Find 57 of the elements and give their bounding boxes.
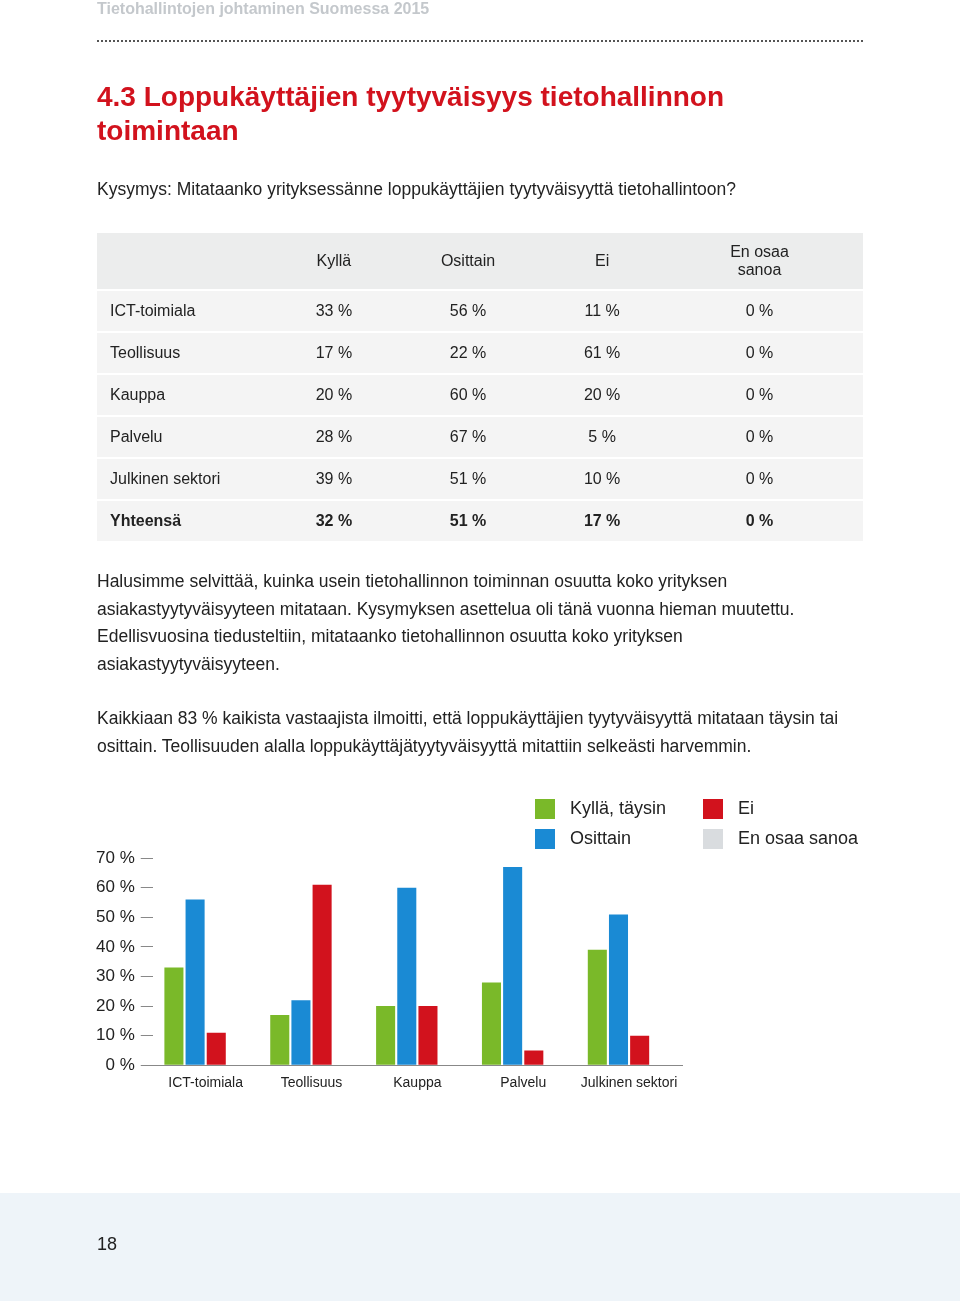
category-label: ICT-toimiala: [110, 302, 196, 319]
text: Tietohallintojen johtaminen Suomessa 2015: [97, 0, 430, 18]
x-tick-label: Kauppa: [393, 1074, 442, 1091]
text: 33 %: [280, 290, 388, 332]
category-label: Teollisuus: [110, 344, 181, 361]
legend-label: En osaa sanoa: [738, 828, 859, 849]
y-tick-label: 70 %: [96, 847, 135, 867]
text: 51 %: [387, 458, 549, 500]
text: 17 %: [280, 332, 388, 374]
text: En osaa sanoa: [729, 243, 790, 279]
y-tick-label: 20 %: [96, 995, 135, 1015]
text: 20 %: [548, 374, 657, 416]
text: 10 %: [548, 458, 657, 500]
chart-subtitle: Kysymys: Mitataanko yrityksessänne loppukäyttäjien tyytyväisyyttä tietohallintoon?: [97, 179, 737, 200]
y-tick-label: 30 %: [96, 966, 135, 986]
x-tick-label: Teollisuus: [280, 1074, 343, 1091]
legend-label: Ei: [738, 798, 755, 819]
text: Halusimme selvittää, kuinka usein tietohallinnon toiminnan osuutta koko yrityksen asiakastyytyväisyyteen mitataan. Kysymyksen asettelua oli tänä vuonna hieman muutettu. Edellisvuosina tiedusteltiin, mitataanko tietohallinnon osuutta koko yrityksen asiakastyytyväisyyteen.: [97, 570, 796, 676]
text: 0 %: [656, 290, 863, 332]
legend-label: Osittain: [570, 828, 632, 849]
text: Ei: [594, 252, 610, 270]
text: 28 %: [280, 416, 388, 458]
x-tick-label: Palvelu: [500, 1074, 547, 1091]
text: 17 %: [548, 500, 657, 542]
text: 0 %: [656, 500, 863, 542]
text: 5 %: [548, 416, 657, 458]
text: 67 %: [387, 416, 549, 458]
text: Kaikkiaan 83 % kaikista vastaajista ilmoitti, että loppukäyttäjien tyytyväisyyttä mitataan täysin tai osittain. Teollisuuden alalla loppukäyttäjätyytyväisyyttä mitattiin selkeästi harvemmin.: [97, 707, 840, 758]
text: 39 %: [280, 458, 388, 500]
category-label: Palvelu: [110, 428, 163, 445]
text: 11 %: [548, 290, 657, 332]
text: 0 %: [656, 416, 863, 458]
text: 0 %: [656, 374, 863, 416]
text: Yhteensä: [97, 500, 280, 542]
y-tick-label: 0 %: [105, 1054, 135, 1074]
category-label: Kauppa: [110, 386, 166, 403]
y-tick-label: 50 %: [96, 907, 135, 927]
text: Kyllä: [316, 252, 352, 270]
text: 32 %: [280, 500, 388, 542]
category-label: Julkinen sektori: [110, 470, 221, 487]
text: 18: [97, 1234, 118, 1255]
x-tick-label: ICT-toimiala: [168, 1074, 244, 1091]
y-tick-label: 60 %: [96, 877, 135, 897]
text: 60 %: [387, 374, 549, 416]
y-tick-label: 40 %: [96, 936, 135, 956]
text: Osittain: [440, 252, 496, 270]
legend-label: Kyllä, täysin: [570, 798, 667, 819]
x-tick-label: Julkinen sektori: [580, 1074, 678, 1091]
text: 0 %: [656, 332, 863, 374]
text: 20 %: [280, 374, 388, 416]
text: 61 %: [548, 332, 657, 374]
text: 56 %: [387, 290, 549, 332]
chart-title: 4.3 Loppukäyttäjien tyytyväisyys tietohallinnon toimintaan: [97, 80, 726, 148]
text: 0 %: [656, 458, 863, 500]
text: 22 %: [387, 332, 549, 374]
y-tick-label: 10 %: [96, 1025, 135, 1045]
text: 51 %: [387, 500, 549, 542]
